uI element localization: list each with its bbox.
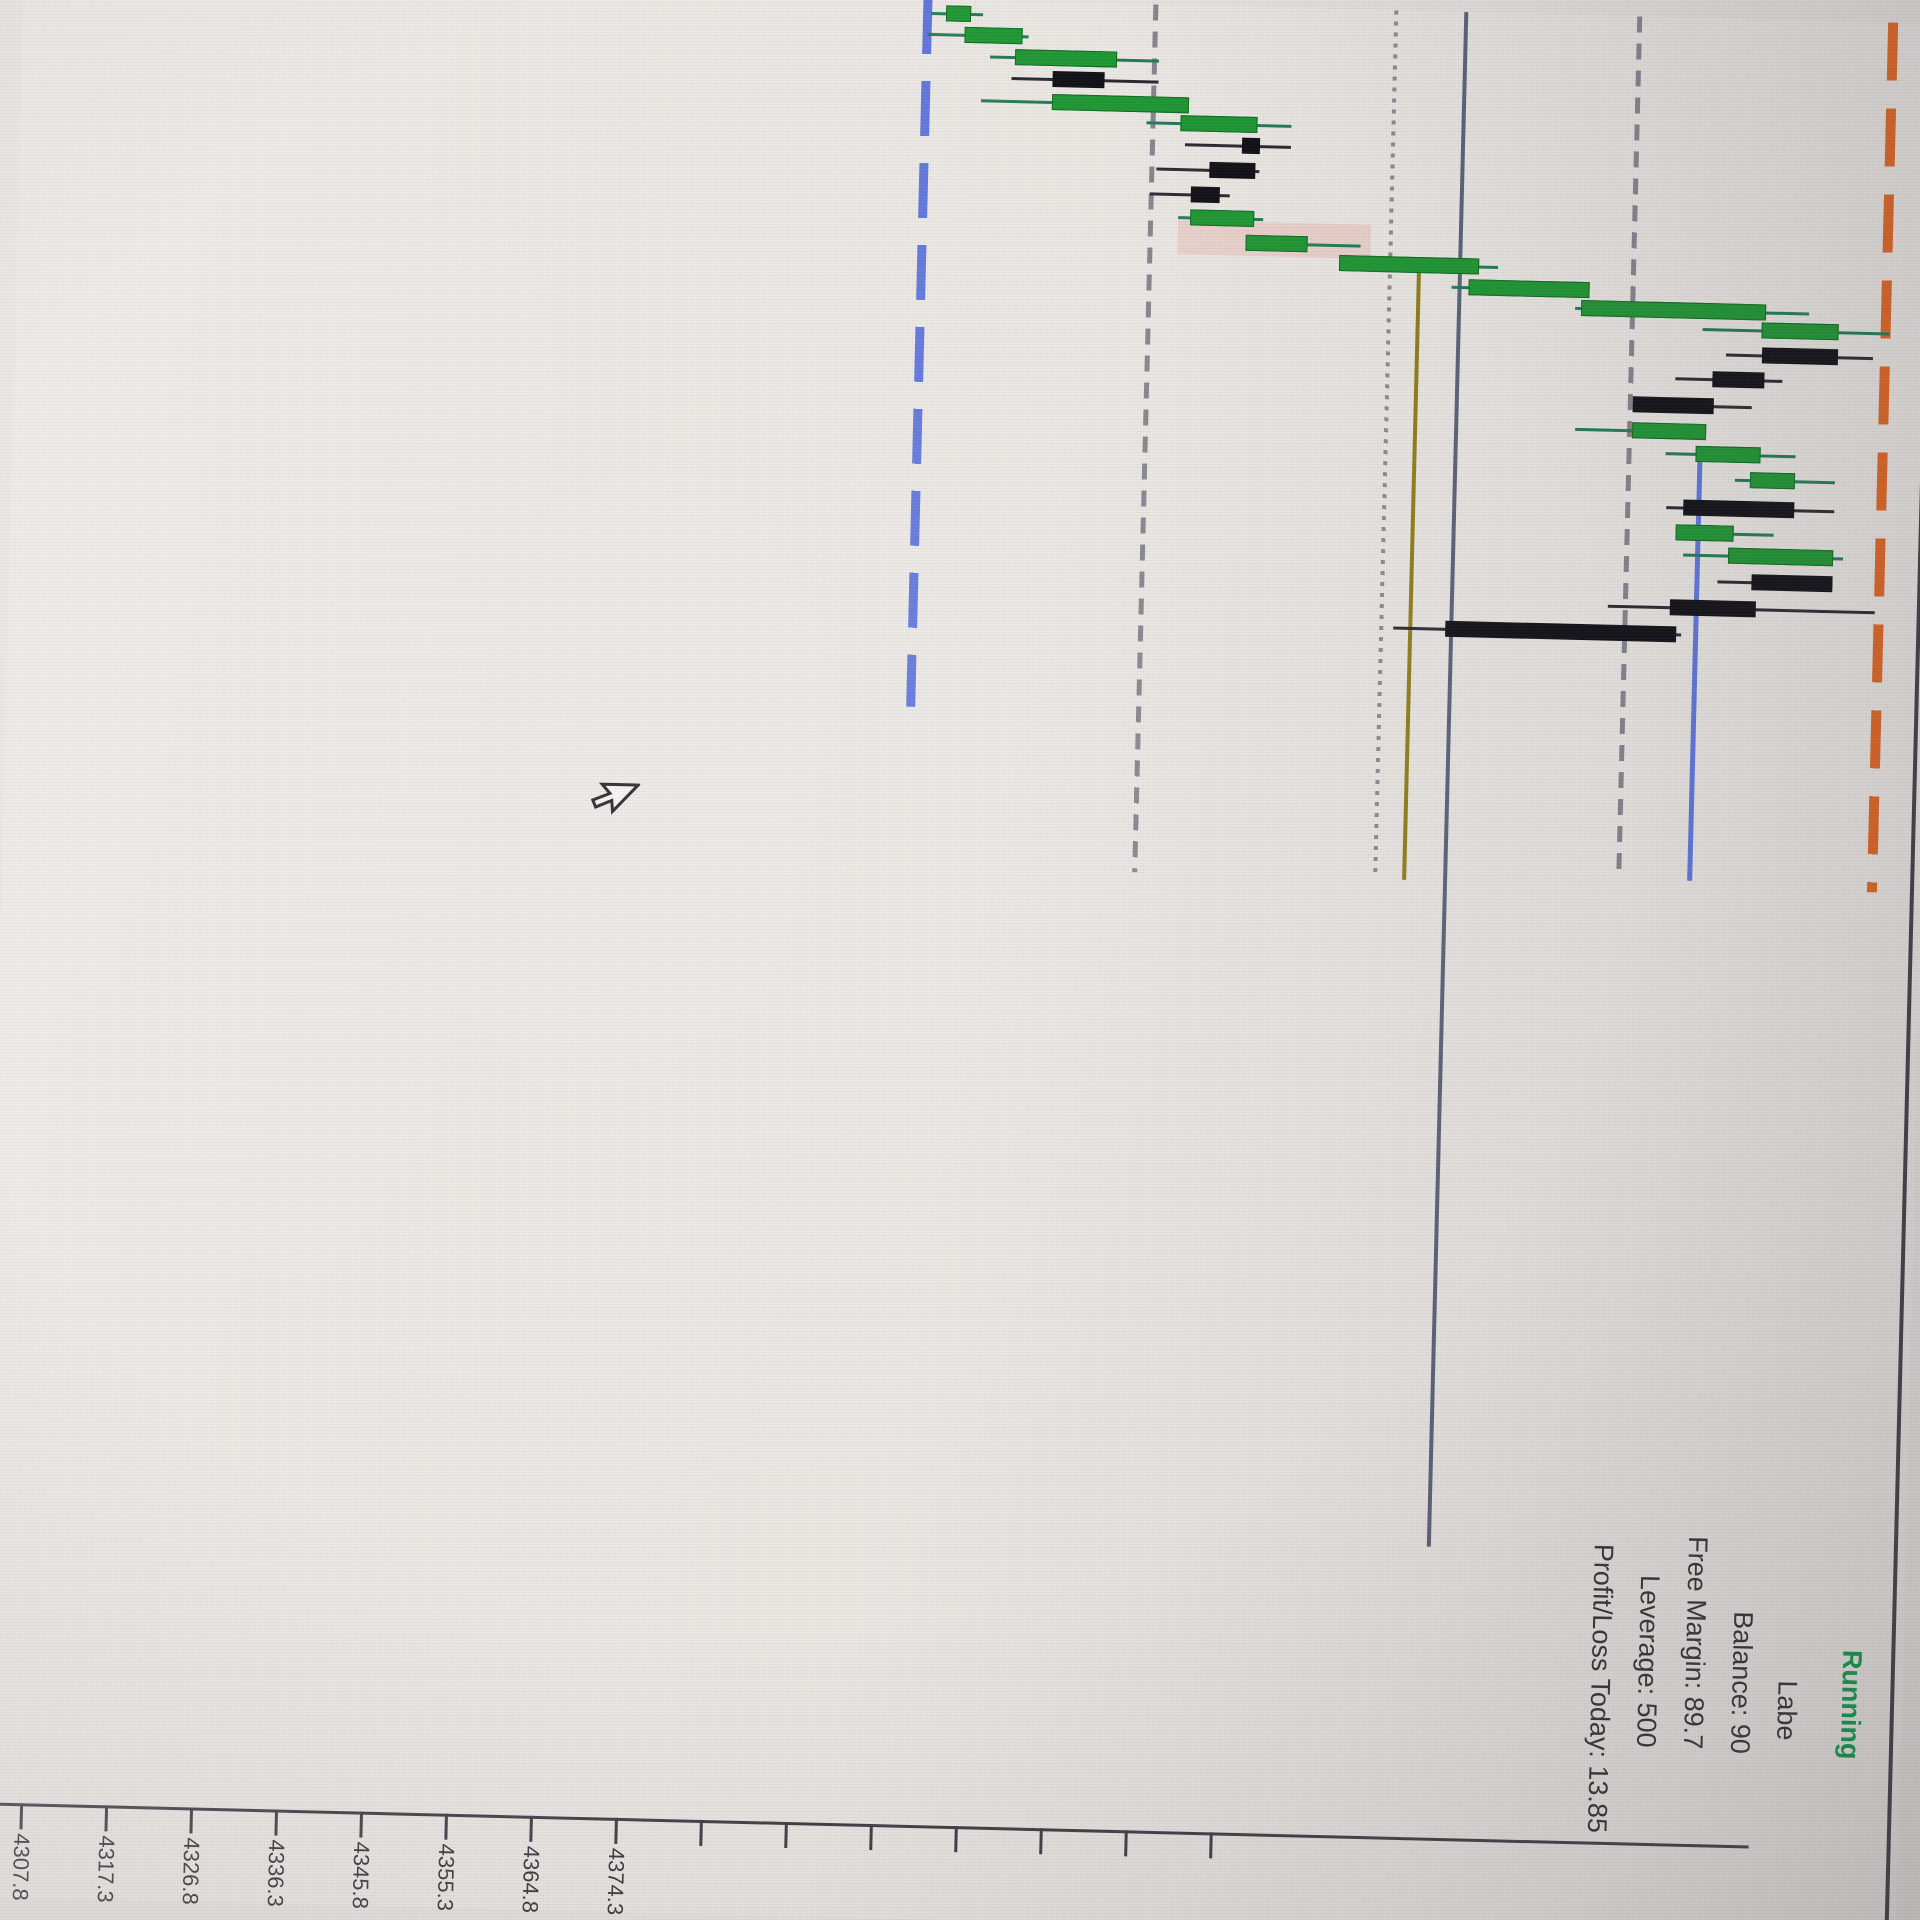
price-axis-tick xyxy=(274,1809,279,1836)
price-axis-tick xyxy=(19,1803,24,1830)
price-axis-label: 4374.3 xyxy=(602,1847,630,1916)
price-axis-tick xyxy=(189,1807,194,1834)
ea-status-free-margin: Free Margin: 89.7 xyxy=(1677,1535,1714,1750)
price-axis-tick xyxy=(954,1826,959,1853)
price-axis-tick xyxy=(1209,1832,1214,1859)
price-axis-label: 4317.3 xyxy=(92,1835,120,1903)
mouse-cursor-icon xyxy=(590,782,641,815)
price-axis-tick xyxy=(1039,1828,1044,1855)
price-axis-tick xyxy=(614,1817,619,1844)
price-axis-tick xyxy=(444,1813,449,1840)
price-axis-label: 4336.3 xyxy=(262,1839,290,1908)
price-axis-tick xyxy=(699,1819,704,1846)
price-axis-tick xyxy=(869,1824,874,1851)
price-axis-label: 4345.8 xyxy=(347,1841,375,1910)
price-axis-tick xyxy=(359,1811,364,1838)
price-axis-tick xyxy=(529,1815,534,1842)
price-axis-tick xyxy=(784,1821,789,1849)
price-axis-tick xyxy=(1124,1830,1129,1857)
ea-status-state: Running xyxy=(1834,1649,1868,1760)
price-axis-label: 4355.3 xyxy=(432,1843,460,1912)
price-axis-tick xyxy=(104,1805,109,1832)
ea-status-balance: Balance: 90 xyxy=(1724,1610,1759,1755)
price-axis-label: 4326.8 xyxy=(177,1837,205,1906)
ea-status-leverage: Leverage: 500 xyxy=(1630,1574,1666,1749)
ea-status-label: Labe xyxy=(1771,1680,1803,1741)
price-axis-label: 4307.8 xyxy=(7,1833,35,1901)
price-axis-label: 4364.8 xyxy=(517,1845,545,1914)
